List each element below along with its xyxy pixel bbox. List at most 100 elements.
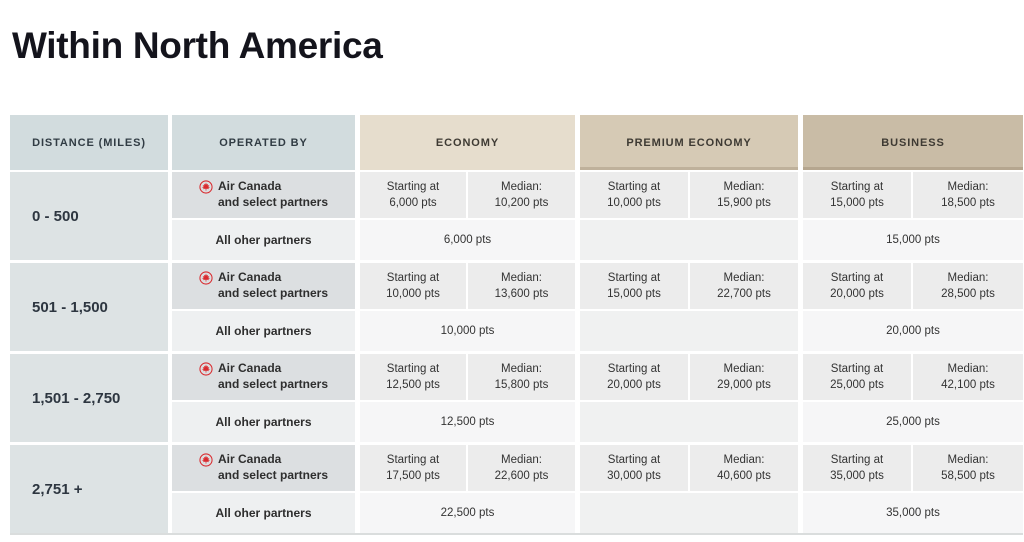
business-median-cell: Median: 42,100 pts bbox=[913, 354, 1023, 400]
starting-label: Starting at bbox=[386, 453, 440, 466]
all-other-partners-label: All oher partners bbox=[215, 324, 312, 338]
median-label: Median: bbox=[947, 453, 989, 466]
air-canada-logo-icon bbox=[199, 180, 213, 194]
air-canada-label: Air Canada and select partners bbox=[218, 179, 328, 211]
air-canada-label: Air Canada and select partners bbox=[218, 452, 328, 484]
median-label: Median: bbox=[723, 180, 765, 193]
premium-economy-median-value: 15,900 pts bbox=[717, 197, 771, 209]
distance-group-1501-2750: 1,501 - 2,750 Air Canada and select partn… bbox=[10, 354, 1023, 442]
economy-median-cell: Median: 15,800 pts bbox=[468, 354, 575, 400]
distance-group-501-1500: 501 - 1,500 Air Canada and select partner… bbox=[10, 263, 1023, 351]
premium-economy-starting-cell: Starting at 30,000 pts bbox=[580, 445, 688, 491]
starting-label: Starting at bbox=[830, 180, 884, 193]
operator-air-canada-cell: Air Canada and select partners bbox=[172, 445, 355, 491]
distance-value: 0 - 500 bbox=[32, 207, 79, 225]
all-other-business-value: 25,000 pts bbox=[803, 402, 1023, 442]
operator-air-canada-cell: Air Canada and select partners bbox=[172, 263, 355, 309]
median-label: Median: bbox=[723, 453, 765, 466]
economy-median-cell: Median: 22,600 pts bbox=[468, 445, 575, 491]
starting-label: Starting at bbox=[386, 271, 440, 284]
business-median-value: 58,500 pts bbox=[941, 470, 995, 482]
all-other-economy-value: 6,000 pts bbox=[360, 220, 575, 260]
award-table: DISTANCE (MILES) OPERATED BY ECONOMY PRE… bbox=[10, 115, 1023, 535]
air-canada-operator: Air Canada and select partners bbox=[199, 452, 328, 484]
business-median-value: 42,100 pts bbox=[941, 379, 995, 391]
economy-median-value: 15,800 pts bbox=[494, 379, 549, 391]
distance-cell: 2,751 + bbox=[10, 445, 168, 533]
header-business: BUSINESS bbox=[803, 115, 1023, 170]
all-other-economy-value: 22,500 pts bbox=[360, 493, 575, 533]
premium-economy-median-cell: Median: 22,700 pts bbox=[690, 263, 798, 309]
air-canada-subtext: and select partners bbox=[217, 195, 329, 209]
air-canada-operator: Air Canada and select partners bbox=[199, 270, 328, 302]
starting-label: Starting at bbox=[386, 362, 440, 375]
operator-air-canada-cell: Air Canada and select partners bbox=[172, 354, 355, 400]
starting-label: Starting at bbox=[607, 180, 661, 193]
business-median-value: 18,500 pts bbox=[941, 197, 995, 209]
business-median-value: 28,500 pts bbox=[941, 288, 995, 300]
business-starting-value: 25,000 pts bbox=[830, 379, 884, 391]
group-rows: Air Canada and select partners Starting a… bbox=[172, 445, 1023, 533]
business-median-cell: Median: 28,500 pts bbox=[913, 263, 1023, 309]
economy-median-value: 13,600 pts bbox=[494, 288, 549, 300]
group-rows: Air Canada and select partners Starting a… bbox=[172, 263, 1023, 351]
page-title: Within North America bbox=[12, 24, 383, 66]
premium-economy-starting-cell: Starting at 20,000 pts bbox=[580, 354, 688, 400]
starting-label: Starting at bbox=[386, 180, 440, 193]
economy-median-cell: Median: 10,200 pts bbox=[468, 172, 575, 218]
economy-starting-cell: Starting at 17,500 pts bbox=[360, 445, 466, 491]
air-canada-label: Air Canada and select partners bbox=[218, 270, 328, 302]
median-label: Median: bbox=[501, 362, 542, 375]
distance-group-2751-plus: 2,751 + Air Canada and select partners St… bbox=[10, 445, 1023, 533]
median-label: Median: bbox=[501, 180, 542, 193]
business-starting-value: 20,000 pts bbox=[830, 288, 884, 300]
operator-all-other-cell: All oher partners bbox=[172, 402, 355, 442]
operator-air-canada-cell: Air Canada and select partners bbox=[172, 172, 355, 218]
air-canada-subtext: and select partners bbox=[217, 377, 329, 391]
business-starting-value: 15,000 pts bbox=[830, 197, 884, 209]
economy-starting-value: 12,500 pts bbox=[386, 379, 440, 391]
median-label: Median: bbox=[501, 453, 542, 466]
starting-label: Starting at bbox=[607, 453, 661, 466]
header-economy: ECONOMY bbox=[360, 115, 575, 170]
starting-label: Starting at bbox=[830, 362, 884, 375]
median-label: Median: bbox=[947, 362, 989, 375]
premium-economy-starting-value: 15,000 pts bbox=[607, 288, 661, 300]
economy-starting-value: 10,000 pts bbox=[386, 288, 440, 300]
air-canada-subtext: and select partners bbox=[217, 286, 329, 300]
economy-starting-value: 6,000 pts bbox=[389, 197, 437, 209]
group-rows: Air Canada and select partners Starting a… bbox=[172, 172, 1023, 260]
premium-economy-starting-value: 30,000 pts bbox=[607, 470, 661, 482]
business-starting-cell: Starting at 35,000 pts bbox=[803, 445, 911, 491]
distance-value: 2,751 + bbox=[32, 480, 83, 498]
air-canada-operator: Air Canada and select partners bbox=[199, 361, 328, 393]
distance-cell: 1,501 - 2,750 bbox=[10, 354, 168, 442]
all-other-partners-row: All oher partners 22,500 pts 35,000 pts bbox=[172, 493, 1023, 533]
air-canada-label: Air Canada and select partners bbox=[218, 361, 328, 393]
all-other-partners-row: All oher partners 12,500 pts 25,000 pts bbox=[172, 402, 1023, 442]
air-canada-logo-icon bbox=[199, 453, 213, 467]
all-other-partners-row: All oher partners 6,000 pts 15,000 pts bbox=[172, 220, 1023, 260]
median-label: Median: bbox=[723, 271, 765, 284]
median-label: Median: bbox=[947, 180, 989, 193]
premium-economy-starting-cell: Starting at 10,000 pts bbox=[580, 172, 688, 218]
economy-starting-cell: Starting at 6,000 pts bbox=[360, 172, 466, 218]
economy-median-cell: Median: 13,600 pts bbox=[468, 263, 575, 309]
header-premium-economy: PREMIUM ECONOMY bbox=[580, 115, 798, 170]
air-canada-logo-icon bbox=[199, 271, 213, 285]
air-canada-row: Air Canada and select partners Starting a… bbox=[172, 354, 1023, 400]
business-starting-cell: Starting at 20,000 pts bbox=[803, 263, 911, 309]
starting-label: Starting at bbox=[607, 271, 661, 284]
economy-starting-cell: Starting at 10,000 pts bbox=[360, 263, 466, 309]
distance-cell: 0 - 500 bbox=[10, 172, 168, 260]
all-other-premium-economy-empty bbox=[580, 402, 798, 442]
starting-label: Starting at bbox=[607, 362, 661, 375]
air-canada-name: Air Canada bbox=[217, 179, 282, 194]
economy-median-value: 22,600 pts bbox=[494, 470, 549, 482]
premium-economy-median-cell: Median: 15,900 pts bbox=[690, 172, 798, 218]
economy-starting-cell: Starting at 12,500 pts bbox=[360, 354, 466, 400]
starting-label: Starting at bbox=[830, 271, 884, 284]
air-canada-subtext: and select partners bbox=[217, 468, 329, 482]
air-canada-row: Air Canada and select partners Starting a… bbox=[172, 445, 1023, 491]
all-other-business-value: 20,000 pts bbox=[803, 311, 1023, 351]
